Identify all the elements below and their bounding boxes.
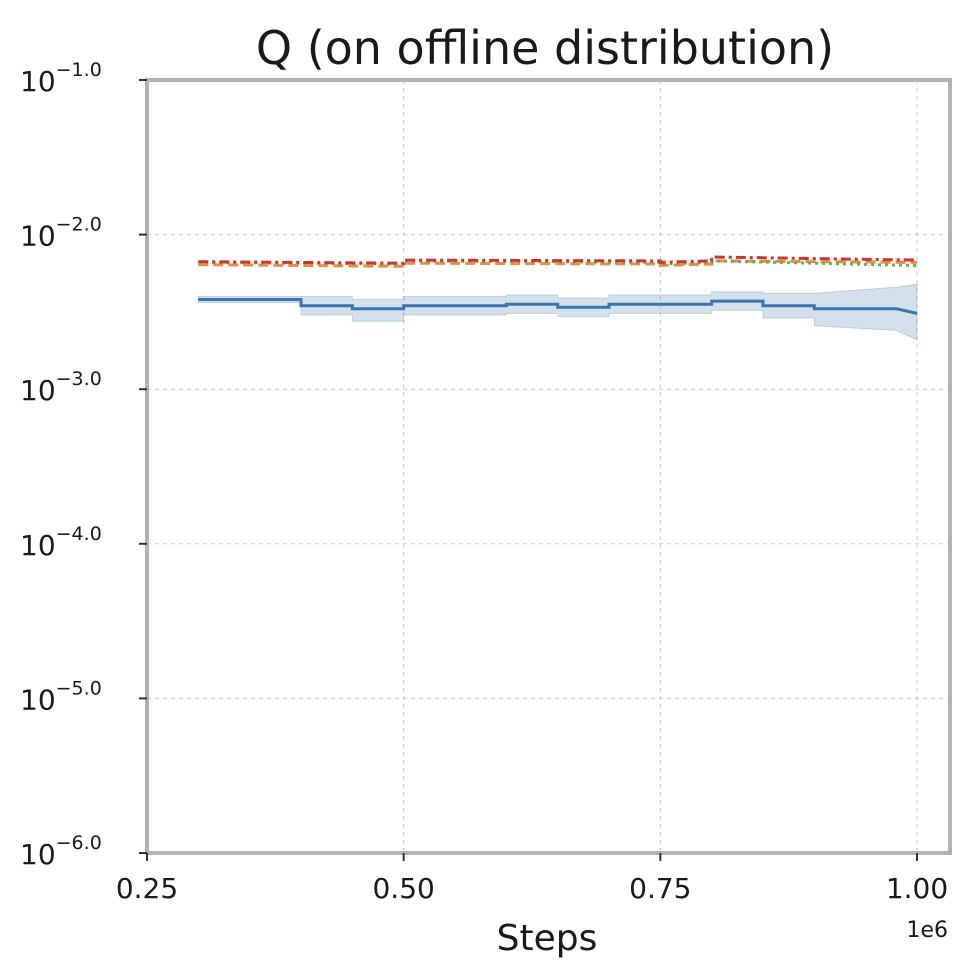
y-tick-label: 10−3.0 <box>20 368 102 407</box>
series-red-line <box>198 255 918 265</box>
plot-frame <box>145 78 952 855</box>
tick-layer: 0.25 0.50 0.75 1.00 10−6.0 10−5.0 10−4.0 10−3.0… <box>20 59 948 905</box>
y-tick-label: 10−5.0 <box>20 677 102 716</box>
y-tick-exponent: −2.0 <box>56 214 102 236</box>
chart-title: Q (on offline distribution) <box>256 21 834 75</box>
y-tick-exponent: −4.0 <box>56 523 102 545</box>
series-blue-line <box>198 298 918 315</box>
y-tick-exponent: −5.0 <box>56 677 102 699</box>
x-offset-label: 1e6 <box>906 918 948 943</box>
x-tick-label: 0.50 <box>372 872 434 905</box>
y-tick-label: 10−1.0 <box>20 59 102 98</box>
band-layer <box>197 283 918 341</box>
x-axis-label: Steps <box>497 918 598 959</box>
series-orange-line <box>198 259 918 268</box>
x-tick-label: 0.75 <box>629 872 691 905</box>
grid-layer <box>147 80 950 853</box>
y-tick-label: 10−2.0 <box>20 214 102 253</box>
y-tick-label: 10−4.0 <box>20 523 102 562</box>
line-layer <box>198 255 918 315</box>
y-tick-exponent: −3.0 <box>56 368 102 390</box>
x-tick-label: 0.25 <box>116 872 178 905</box>
series-blue-band <box>197 283 918 341</box>
y-tick-label: 10−6.0 <box>20 832 102 871</box>
x-tick-label: 1.00 <box>886 872 948 905</box>
y-tick-exponent: −6.0 <box>56 832 102 854</box>
y-tick-exponent: −1.0 <box>56 59 102 81</box>
